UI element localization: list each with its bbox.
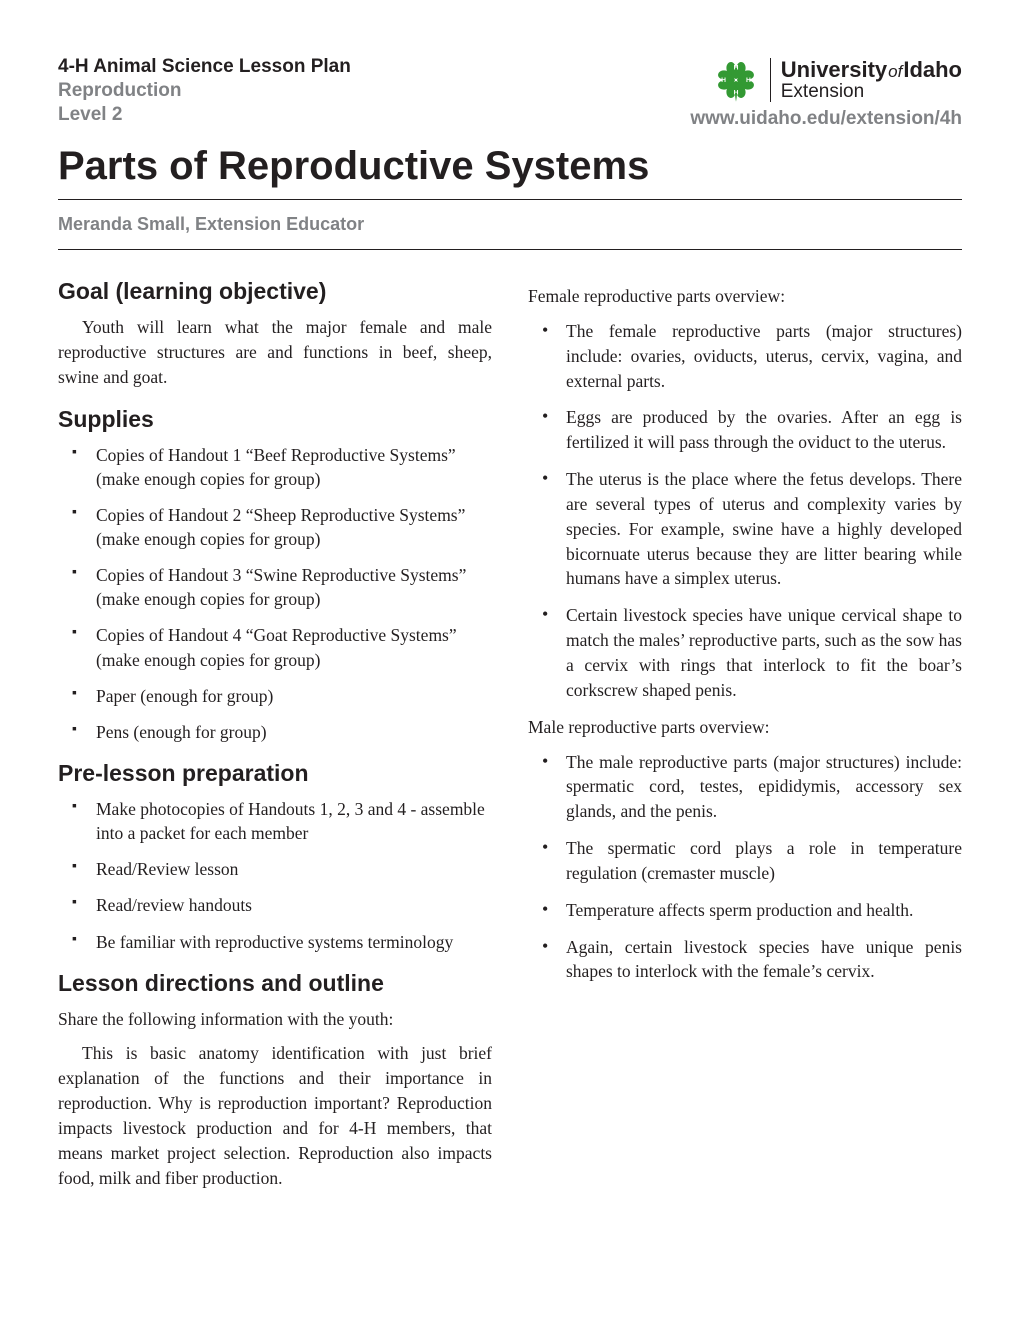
- supplies-list: Copies of Handout 1 “Beef Reproductive S…: [58, 443, 492, 744]
- university-line2: Extension: [781, 82, 962, 102]
- svg-text:H: H: [721, 77, 726, 84]
- svg-text:H: H: [733, 89, 738, 96]
- university-logo-text: UniversityofIdaho Extension: [781, 58, 962, 101]
- list-item: Copies of Handout 3 “Swine Reproductive …: [58, 563, 492, 611]
- list-item: Copies of Handout 2 “Sheep Reproductive …: [58, 503, 492, 551]
- list-item: The female reproductive parts (major str…: [528, 319, 962, 394]
- female-overview-list: The female reproductive parts (major str…: [528, 319, 962, 703]
- right-column: Female reproductive parts overview: The …: [528, 278, 962, 1201]
- list-item: Read/Review lesson: [58, 857, 492, 881]
- page-title: Parts of Reproductive Systems: [58, 144, 962, 189]
- header-url: www.uidaho.edu/extension/4h: [690, 108, 962, 130]
- logo-divider: [770, 58, 771, 102]
- logo-row: H H H H UniversityofIdaho Extension: [712, 56, 962, 104]
- list-item: Copies of Handout 4 “Goat Reproductive S…: [58, 623, 492, 671]
- list-item: The uterus is the place where the fetus …: [528, 467, 962, 591]
- university-line1: UniversityofIdaho: [781, 58, 962, 81]
- list-item: Temperature affects sperm production and…: [528, 898, 962, 923]
- university-name-a: University: [781, 57, 887, 82]
- lesson-plan-title: 4-H Animal Science Lesson Plan: [58, 56, 690, 78]
- header-right: H H H H UniversityofIdaho Extension www.…: [690, 56, 962, 130]
- directions-para: This is basic anatomy identification wit…: [58, 1041, 492, 1190]
- lesson-level: Level 2: [58, 104, 690, 126]
- list-item: Read/review handouts: [58, 893, 492, 917]
- goal-text: Youth will learn what the major female a…: [58, 315, 492, 390]
- list-item: Certain livestock species have unique ce…: [528, 603, 962, 702]
- list-item: Paper (enough for group): [58, 684, 492, 708]
- university-of: of: [888, 62, 902, 81]
- prep-heading: Pre-lesson preparation: [58, 760, 492, 787]
- list-item: The spermatic cord plays a role in tempe…: [528, 836, 962, 886]
- header-row: 4-H Animal Science Lesson Plan Reproduct…: [58, 56, 962, 130]
- divider-bottom: [58, 249, 962, 250]
- directions-intro: Share the following information with the…: [58, 1007, 492, 1032]
- body-columns: Goal (learning objective) Youth will lea…: [58, 278, 962, 1201]
- list-item: Make photocopies of Handouts 1, 2, 3 and…: [58, 797, 492, 845]
- header-left: 4-H Animal Science Lesson Plan Reproduct…: [58, 56, 690, 126]
- list-item: Be familiar with reproductive systems te…: [58, 930, 492, 954]
- male-overview-heading: Male reproductive parts overview:: [528, 715, 962, 740]
- female-overview-heading: Female reproductive parts overview:: [528, 284, 962, 309]
- lesson-subject: Reproduction: [58, 80, 690, 102]
- male-overview-list: The male reproductive parts (major struc…: [528, 750, 962, 985]
- list-item: Copies of Handout 1 “Beef Reproductive S…: [58, 443, 492, 491]
- svg-text:H: H: [746, 77, 751, 84]
- list-item: Eggs are produced by the ovaries. After …: [528, 405, 962, 455]
- list-item: Again, certain livestock species have un…: [528, 935, 962, 985]
- list-item: Pens (enough for group): [58, 720, 492, 744]
- directions-heading: Lesson directions and outline: [58, 970, 492, 997]
- author-line: Meranda Small, Extension Educator: [58, 214, 962, 235]
- divider-top: [58, 199, 962, 200]
- prep-list: Make photocopies of Handouts 1, 2, 3 and…: [58, 797, 492, 954]
- svg-text:H: H: [733, 64, 738, 71]
- list-item: The male reproductive parts (major struc…: [528, 750, 962, 825]
- left-column: Goal (learning objective) Youth will lea…: [58, 278, 492, 1201]
- supplies-heading: Supplies: [58, 406, 492, 433]
- goal-heading: Goal (learning objective): [58, 278, 492, 305]
- university-name-b: Idaho: [903, 57, 962, 82]
- clover-icon: H H H H: [712, 56, 760, 104]
